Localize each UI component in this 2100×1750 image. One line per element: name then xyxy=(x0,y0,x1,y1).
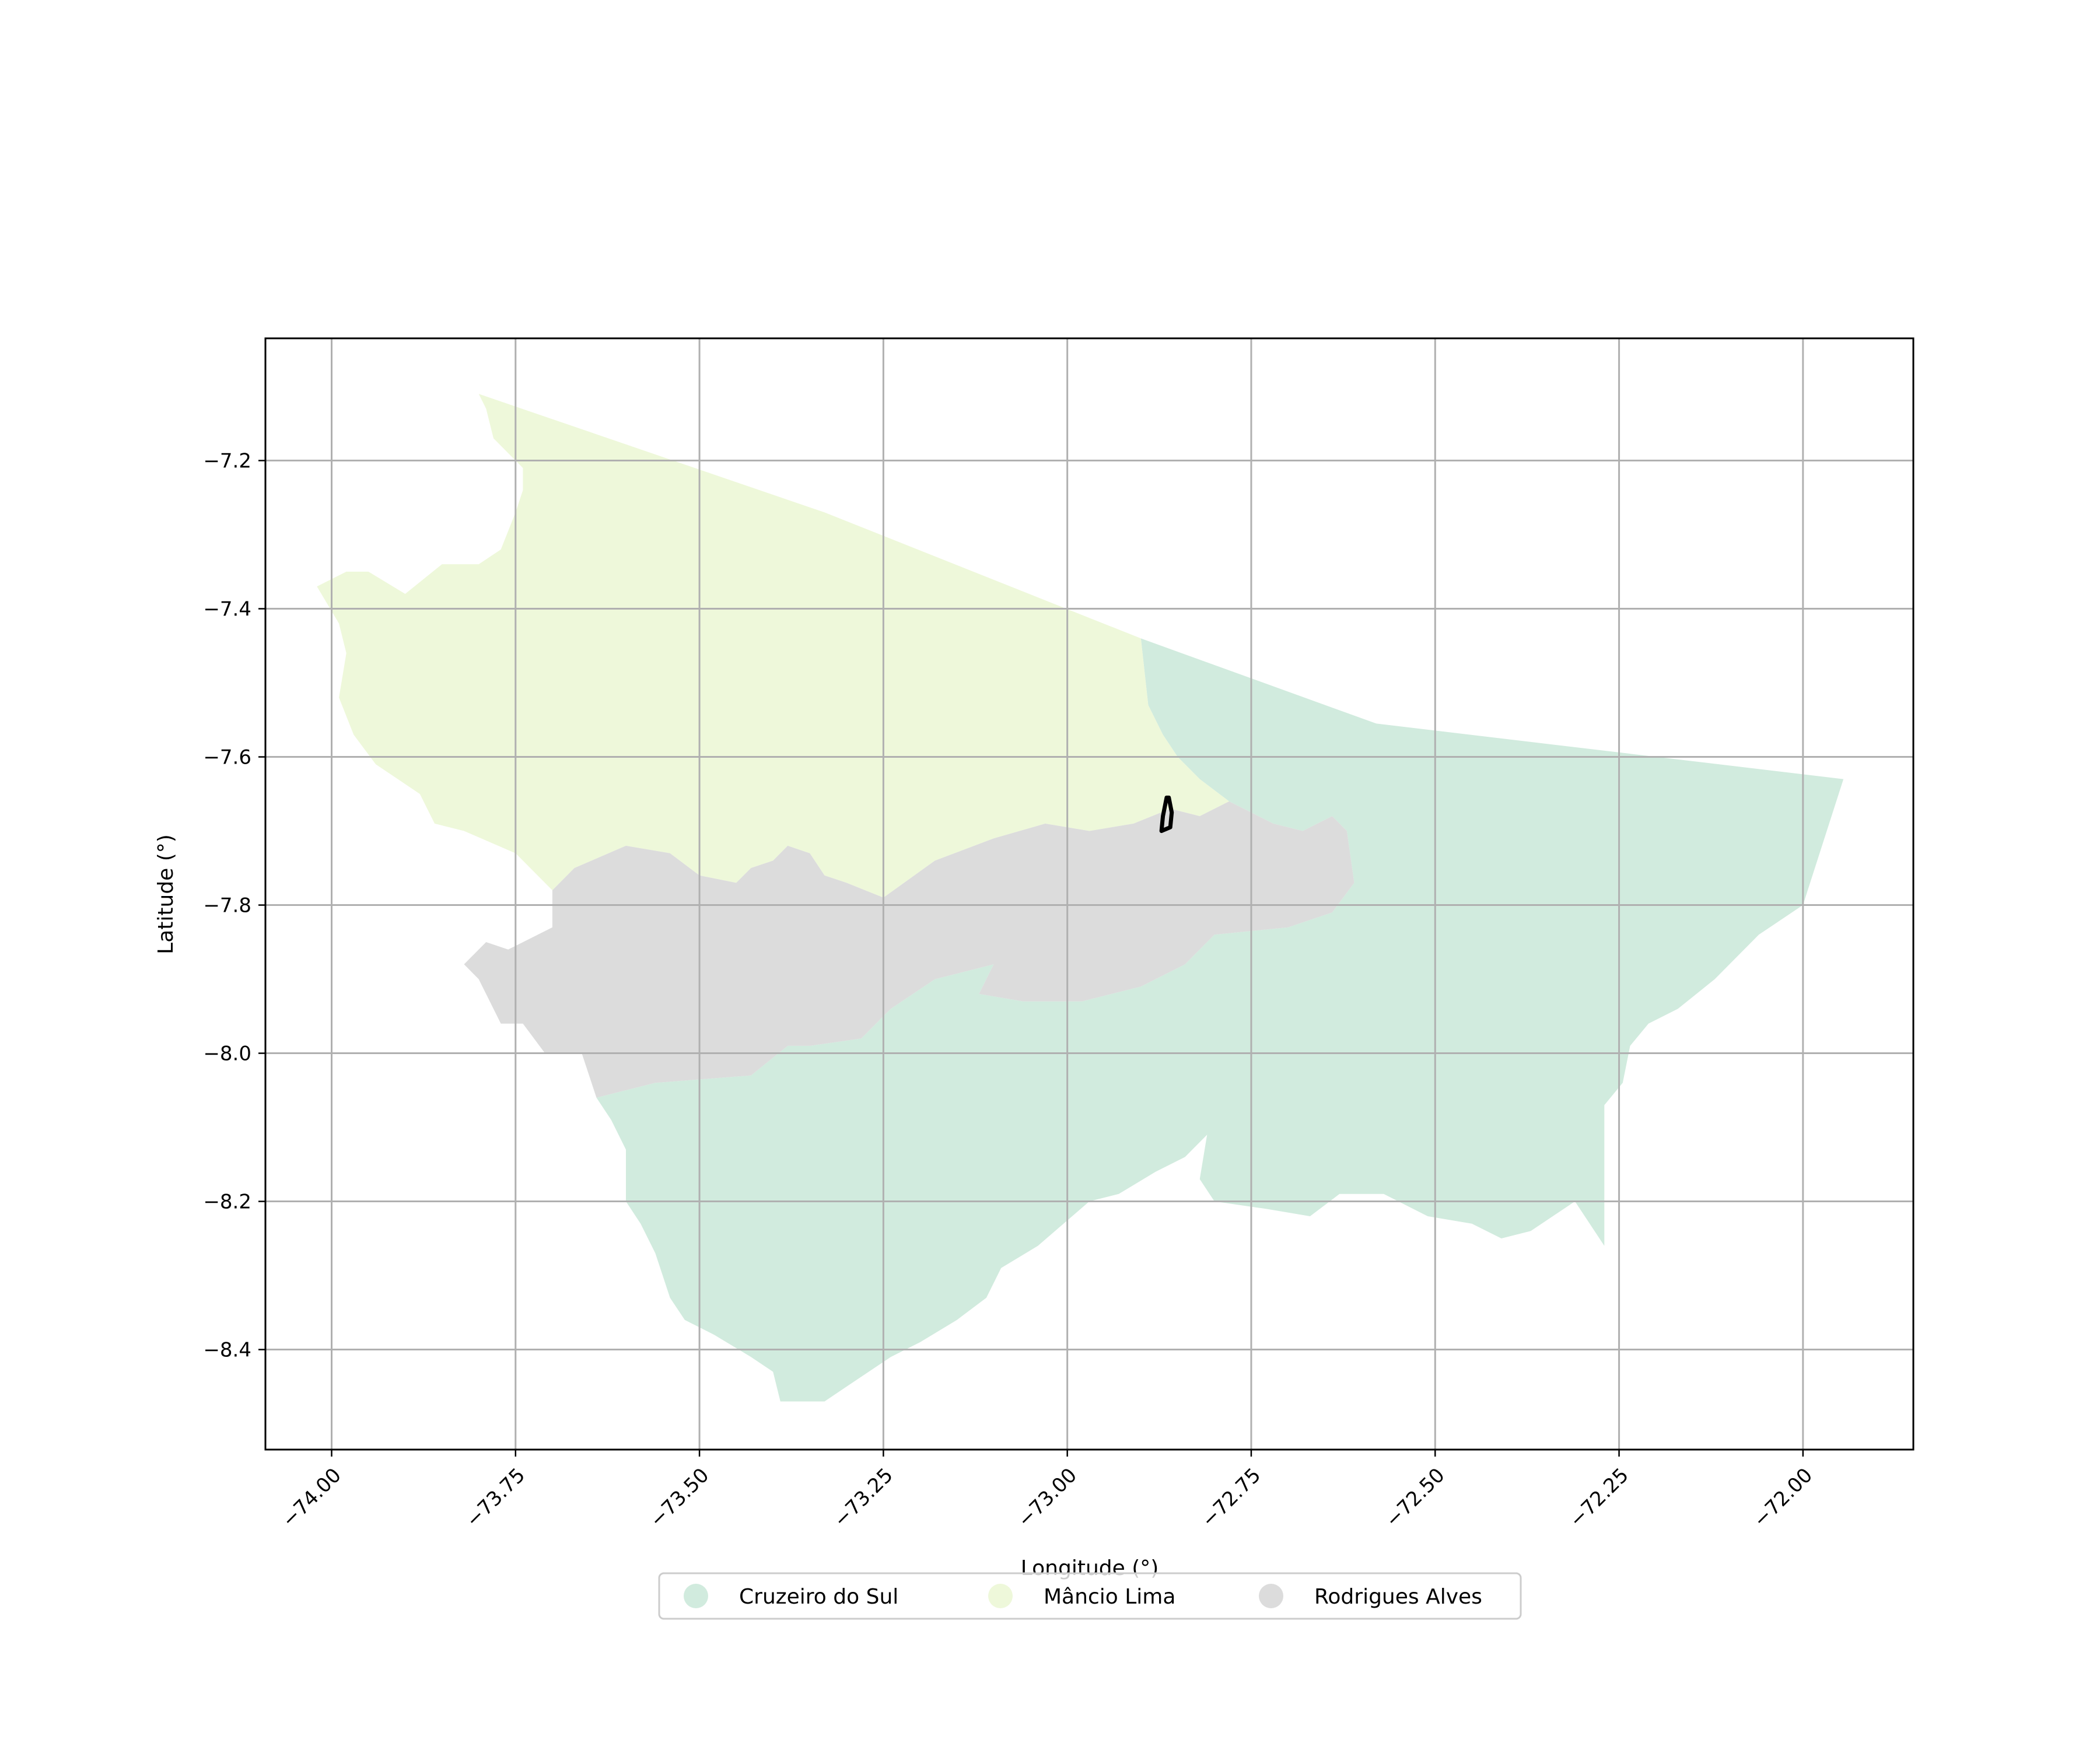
y-tick-label: −8.0 xyxy=(203,1042,251,1066)
legend-frame xyxy=(658,1572,1522,1620)
regions-layer xyxy=(317,394,1844,1402)
legend-label-rodrigues-alves: Rodrigues Alves xyxy=(1314,1585,1482,1609)
legend: Cruzeiro do Sul Mâncio Lima Rodrigues Alve… xyxy=(658,1572,1522,1620)
y-tick-label: −7.2 xyxy=(203,450,251,473)
y-tick-label: −8.2 xyxy=(203,1191,251,1214)
y-tick-label: −7.8 xyxy=(203,894,251,918)
y-axis-label: Latitude (°) xyxy=(154,834,178,954)
region-rodrigues-alves xyxy=(464,801,1354,1098)
y-axis-ticks: −7.2 −7.4 −7.6 −7.8 −8.0 −8.2 −8.4 xyxy=(203,450,265,1362)
legend-label-mancio-lima: Mâncio Lima xyxy=(1044,1585,1175,1609)
region-mancio-lima xyxy=(317,394,1230,898)
axes-frame xyxy=(264,337,1915,1451)
y-tick-label: −7.4 xyxy=(203,598,251,621)
area-outline xyxy=(1159,795,1174,833)
outline-layer xyxy=(1159,795,1174,833)
region-cruzeiro-do-sul xyxy=(596,638,1844,1402)
legend-swatch-cruzeiro-do-sul xyxy=(684,1584,708,1608)
legend-swatch-mancio-lima xyxy=(988,1584,1013,1608)
legend-label-cruzeiro-do-sul: Cruzeiro do Sul xyxy=(739,1585,898,1609)
y-tick-label: −8.4 xyxy=(203,1339,251,1362)
grid-lines xyxy=(265,338,1913,1450)
legend-swatch-rodrigues-alves xyxy=(1259,1584,1283,1608)
y-tick-label: −7.6 xyxy=(203,746,251,769)
